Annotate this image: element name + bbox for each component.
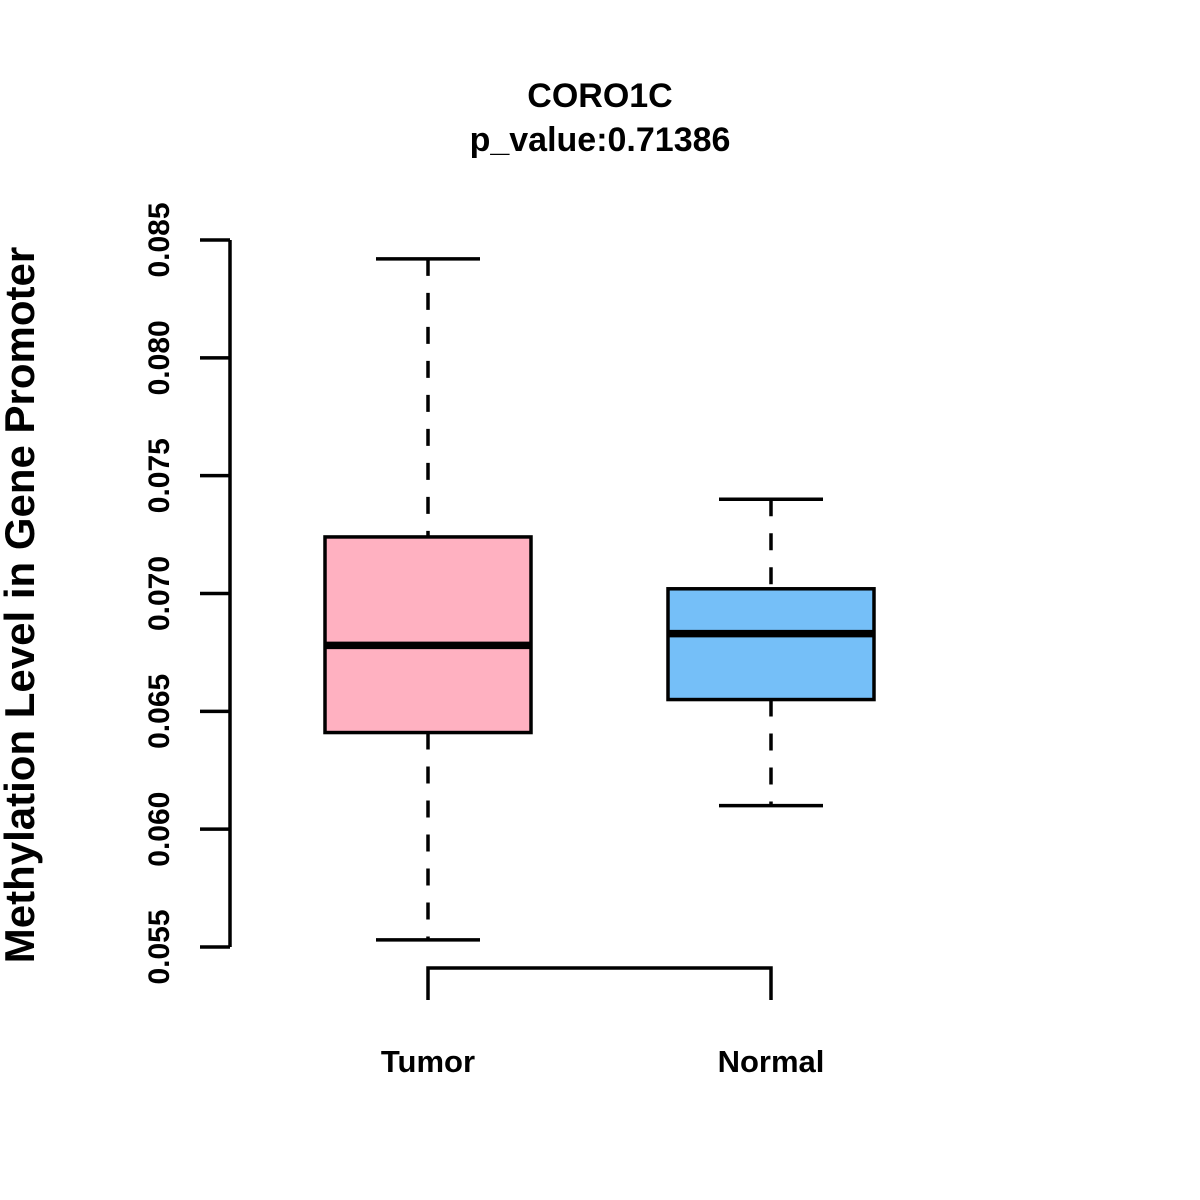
x-label-tumor: Tumor [381, 1044, 475, 1079]
x-axis-bracket [426, 966, 773, 1000]
y-tick-label: 0.080 [143, 320, 176, 395]
x-axis-labels: Tumor Normal [381, 1044, 824, 1079]
chart-title: CORO1C [527, 77, 672, 115]
x-label-normal: Normal [718, 1044, 825, 1079]
y-axis-label: Methylation Level in Gene Promoter [0, 247, 43, 963]
chart-subtitle-pvalue: p_value:0.71386 [470, 121, 731, 159]
y-tick-label: 0.065 [143, 674, 176, 749]
box-series [323, 257, 876, 942]
y-tick-label: 0.055 [143, 909, 176, 984]
box-normal [666, 497, 876, 808]
y-tick-label: 0.060 [143, 792, 176, 867]
y-tick-label: 0.085 [143, 202, 176, 277]
y-axis: 0.055 0.060 0.065 0.070 0.075 0.080 0.085 [143, 202, 232, 985]
box-tumor [323, 257, 533, 942]
iqr-box [666, 587, 876, 702]
y-tick-label: 0.070 [143, 556, 176, 631]
iqr-box [323, 535, 533, 735]
y-tick-label: 0.075 [143, 438, 176, 513]
group-bracket-line [426, 966, 773, 1000]
